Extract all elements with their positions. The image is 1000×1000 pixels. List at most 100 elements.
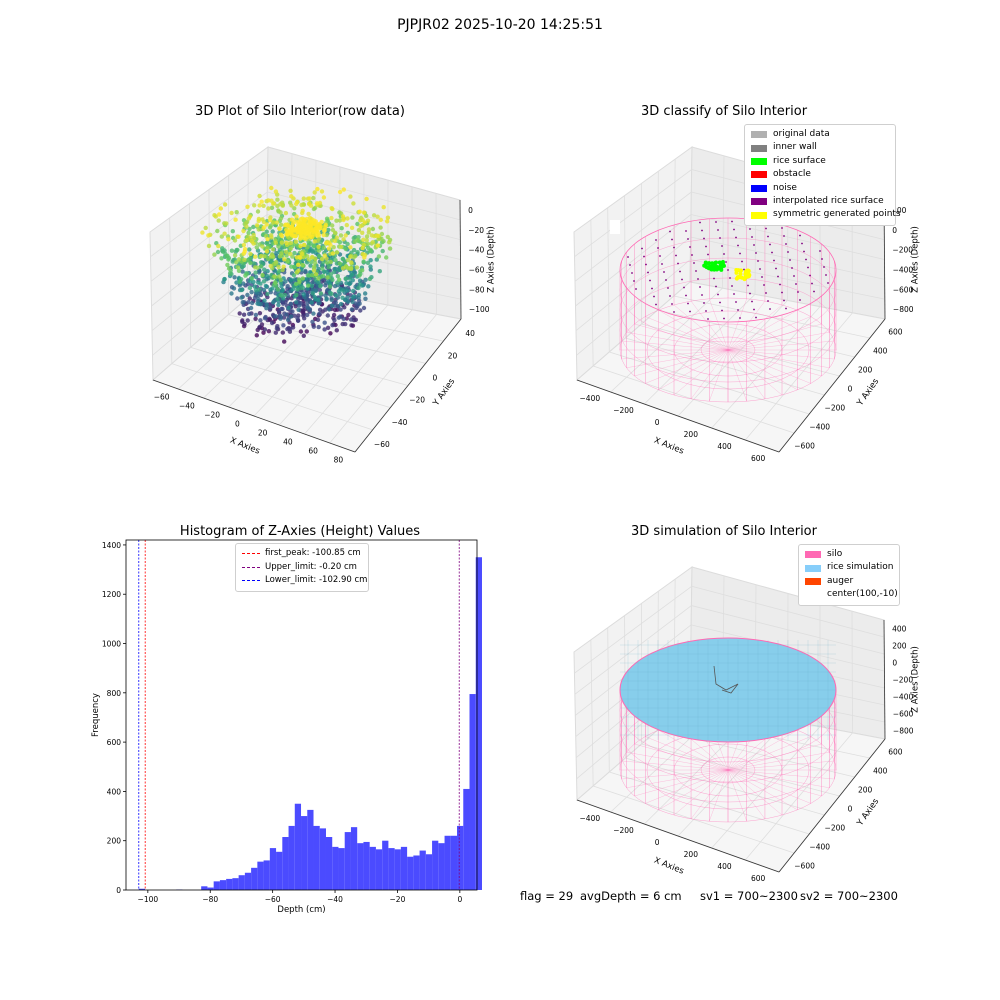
data-point bbox=[224, 253, 229, 259]
interpolated-point bbox=[801, 242, 803, 245]
x-axis-label: X Axies bbox=[228, 436, 261, 457]
histogram-bar bbox=[375, 849, 383, 890]
x-tick-label: 60 bbox=[308, 447, 318, 456]
figure-title: PJPJR02 2025-10-20 14:25:51 bbox=[397, 17, 603, 33]
data-point bbox=[311, 311, 316, 316]
data-point bbox=[284, 253, 289, 258]
panel3-title: Histogram of Z-Axies (Height) Values bbox=[179, 524, 421, 539]
data-point bbox=[343, 321, 348, 327]
y-tick-label: 20 bbox=[448, 351, 458, 360]
interpolated-point bbox=[727, 269, 729, 271]
interpolated-point bbox=[689, 246, 691, 248]
data-point bbox=[339, 226, 344, 231]
z-tick-label: 0 bbox=[468, 206, 473, 215]
symmetric-point bbox=[734, 270, 739, 275]
data-point bbox=[313, 221, 318, 226]
data-point bbox=[346, 312, 351, 318]
y-tick-label: 600 bbox=[107, 738, 122, 747]
y-tick-label: 0 bbox=[116, 886, 121, 895]
data-point bbox=[294, 214, 299, 219]
data-point bbox=[318, 291, 324, 296]
data-point bbox=[319, 256, 325, 262]
data-point bbox=[282, 339, 287, 344]
data-point bbox=[349, 323, 354, 328]
data-point bbox=[305, 312, 310, 318]
y-tick-label: 0 bbox=[432, 373, 437, 382]
data-point bbox=[281, 323, 286, 328]
interpolated-point bbox=[635, 288, 637, 290]
data-point bbox=[318, 283, 323, 289]
data-point bbox=[319, 189, 325, 194]
data-point bbox=[321, 245, 327, 250]
data-point bbox=[271, 220, 276, 225]
x-tick-label: 600 bbox=[751, 454, 766, 463]
data-point bbox=[234, 260, 239, 265]
histogram-bar bbox=[244, 872, 252, 890]
data-point bbox=[288, 277, 294, 282]
legend-item-upper-limit: Upper_limit: -0.20 cm bbox=[242, 561, 362, 575]
data-point bbox=[292, 250, 297, 256]
data-point bbox=[260, 272, 265, 278]
z-axis-label: Z Axies (Depth) bbox=[911, 646, 921, 713]
interpolated-point bbox=[775, 267, 777, 270]
sv2-text: sv2 = 700~2300 bbox=[800, 889, 898, 903]
data-point bbox=[357, 278, 363, 283]
data-point bbox=[375, 243, 381, 248]
interpolated-point bbox=[739, 317, 741, 319]
histogram-bar bbox=[288, 825, 295, 890]
z-tick-label: −600 bbox=[893, 710, 914, 719]
data-point bbox=[378, 217, 383, 222]
interpolated-point bbox=[649, 279, 651, 282]
data-point bbox=[332, 307, 338, 313]
data-point bbox=[246, 300, 251, 305]
x-tick-label: 0 bbox=[235, 420, 240, 429]
histogram-bar bbox=[344, 832, 351, 890]
data-point bbox=[301, 303, 306, 309]
data-point bbox=[280, 267, 285, 273]
interpolated-point bbox=[629, 264, 631, 266]
interpolated-point bbox=[735, 301, 737, 303]
interpolated-point bbox=[733, 293, 735, 295]
interpolated-point bbox=[741, 260, 743, 263]
interpolated-point bbox=[667, 287, 669, 289]
y-axis-label: Y Axies bbox=[855, 796, 882, 828]
y-tick-label: 0 bbox=[848, 805, 853, 814]
data-point bbox=[312, 264, 317, 269]
data-point bbox=[269, 320, 275, 326]
data-point bbox=[229, 210, 234, 216]
legend-item-lower-limit: Lower_limit: -102.90 cm bbox=[242, 574, 367, 588]
data-point bbox=[258, 264, 264, 269]
interpolated-point bbox=[737, 309, 739, 311]
grid-line bbox=[745, 312, 853, 441]
data-point bbox=[245, 318, 250, 323]
data-point bbox=[297, 220, 303, 226]
data-point bbox=[273, 314, 278, 319]
data-point bbox=[317, 307, 323, 312]
data-point bbox=[308, 223, 313, 228]
data-point bbox=[264, 302, 269, 307]
histogram-bar bbox=[138, 888, 146, 890]
grid-line bbox=[610, 287, 723, 393]
interpolated-point bbox=[717, 229, 719, 231]
data-point bbox=[234, 280, 239, 285]
data-point bbox=[340, 288, 346, 293]
data-point bbox=[263, 283, 269, 289]
histogram-bar bbox=[350, 827, 358, 890]
data-point bbox=[252, 284, 257, 289]
data-point bbox=[357, 282, 362, 287]
legend-swatch bbox=[751, 158, 767, 166]
data-point bbox=[350, 272, 355, 278]
x-tick-label: 0 bbox=[655, 418, 660, 427]
data-point bbox=[385, 219, 390, 224]
data-point bbox=[292, 206, 297, 211]
data-point bbox=[296, 296, 301, 301]
interpolated-point bbox=[653, 295, 655, 298]
data-point bbox=[284, 312, 289, 317]
interpolated-point bbox=[725, 261, 727, 263]
data-point bbox=[229, 291, 234, 296]
silo-top-rim bbox=[619, 217, 837, 323]
data-point bbox=[292, 264, 297, 270]
grid-line bbox=[745, 732, 853, 861]
data-point bbox=[316, 324, 321, 330]
y-tick-label: 800 bbox=[107, 689, 122, 698]
